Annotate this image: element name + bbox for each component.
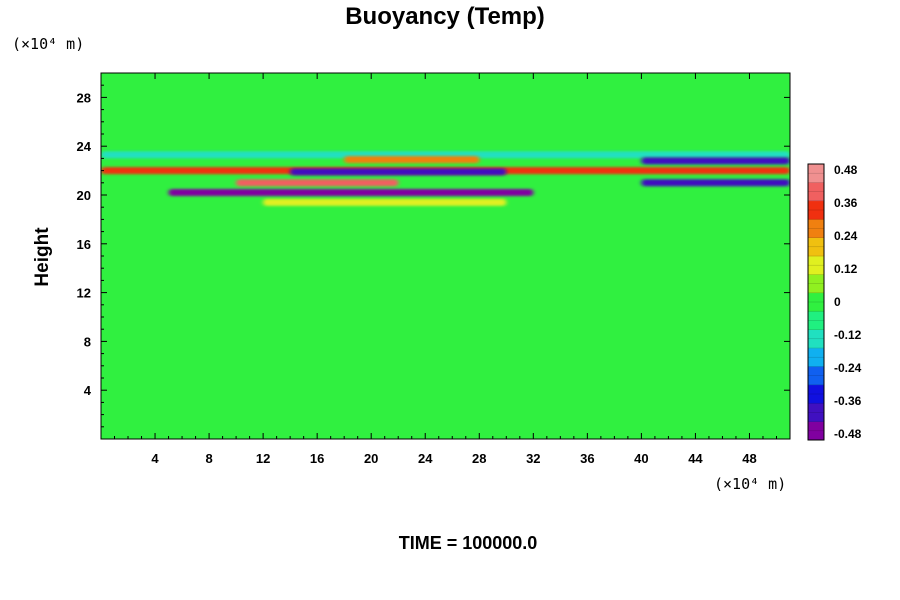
heatmap-band [168, 189, 534, 197]
colorbar-tick-label: 0.48 [834, 163, 858, 177]
colorbar-swatch [808, 348, 824, 367]
colorbar-swatch [808, 292, 824, 312]
time-label: TIME = 100000.0 [399, 533, 538, 553]
colorbar-tick-label: 0.12 [834, 262, 858, 276]
plot-area [101, 73, 790, 439]
colorbar-swatch [808, 164, 824, 183]
y-tick-label: 28 [77, 90, 91, 105]
y-tick-label: 16 [77, 237, 91, 252]
chart-title: Buoyancy (Temp) [345, 3, 545, 30]
colorbar-frame [807, 163, 825, 441]
x-tick-label: 36 [580, 451, 594, 466]
colorbar-swatch [808, 311, 824, 330]
colorbar-swatch [808, 384, 824, 404]
colorbar-swatch [808, 256, 824, 275]
colorbar-swatch [808, 329, 824, 349]
heatmap-band [641, 179, 790, 187]
y-tick-label: 20 [77, 188, 91, 203]
colorbar-swatch [808, 219, 824, 238]
colorbar-swatch [808, 182, 824, 202]
y-tick-label: 12 [77, 286, 91, 301]
x-tick-label: 8 [205, 451, 212, 466]
x-tick-label: 16 [310, 451, 324, 466]
x-tick-label: 12 [256, 451, 270, 466]
colorbar-swatch [808, 200, 824, 220]
colorbar-swatch [808, 403, 824, 422]
colorbar: 0.48 0.36 0.24 0.12 0 -0.12 -0.24 -0.36 -0.48 [807, 163, 862, 441]
colorbar-tick-label: 0.36 [834, 196, 858, 210]
colorbar-tick-label: 0.24 [834, 229, 858, 243]
colorbar-swatch [808, 421, 824, 441]
x-tick-label: 28 [472, 451, 486, 466]
colorbar-tick-label: -0.12 [834, 328, 862, 342]
x-tick-label: 32 [526, 451, 540, 466]
heatmap-band [236, 179, 399, 187]
y-unit-label: (×10⁴ m) [12, 35, 84, 53]
x-tick-label: 40 [634, 451, 648, 466]
heatmap-band [290, 168, 507, 176]
x-tick-label: 4 [151, 451, 159, 466]
heatmap-bands [101, 151, 790, 206]
heatmap-band [641, 157, 790, 165]
y-axis-label: Height [32, 227, 53, 287]
x-axis: 4 8 12 16 20 24 28 32 36 40 44 48 [114, 73, 777, 466]
y-tick-label: 24 [77, 139, 92, 154]
colorbar-swatch [808, 237, 824, 257]
colorbar-tick-label: 0 [834, 295, 841, 309]
colorbar-tick-label: -0.36 [834, 394, 862, 408]
colorbar-tick-label: -0.48 [834, 427, 862, 441]
colorbar-swatch [808, 366, 824, 386]
x-unit-label: (×10⁴ m) [714, 475, 786, 493]
y-tick-label: 8 [84, 334, 91, 349]
heatmap-band [344, 156, 480, 164]
x-tick-label: 44 [688, 451, 703, 466]
heatmap-band [101, 151, 790, 159]
x-tick-label: 48 [742, 451, 756, 466]
x-tick-label: 24 [418, 451, 433, 466]
heatmap-band [263, 198, 507, 206]
colorbar-swatch [808, 274, 824, 294]
y-tick-label: 4 [84, 383, 92, 398]
colorbar-tick-label: -0.24 [834, 361, 862, 375]
x-tick-label: 20 [364, 451, 378, 466]
y-axis: 4 8 12 16 20 24 28 [77, 84, 790, 428]
